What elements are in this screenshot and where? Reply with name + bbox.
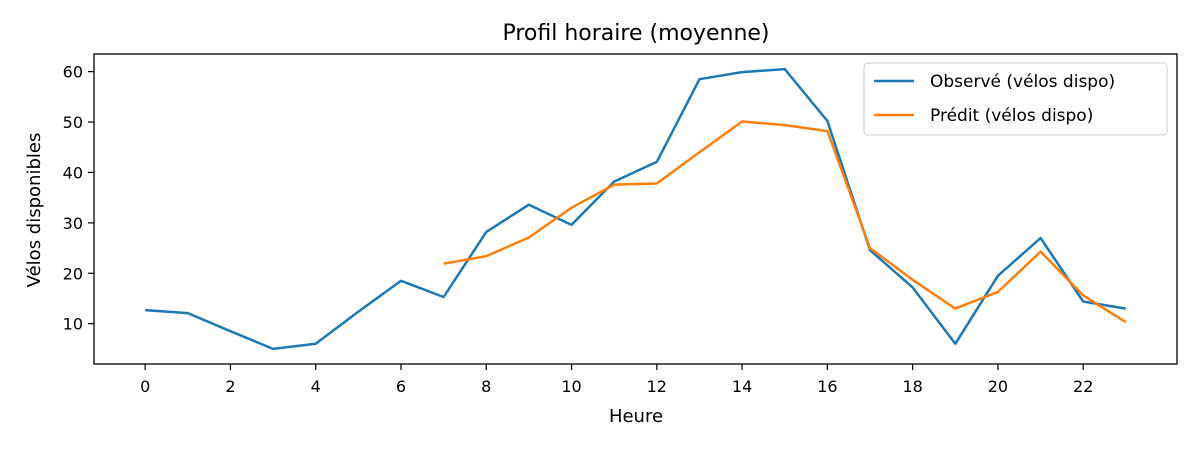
x-tick-label: 6	[396, 377, 406, 396]
y-tick-label: 10	[63, 315, 83, 334]
series-layer	[145, 67, 1127, 351]
legend: Observé (vélos dispo) Prédit (vélos disp…	[863, 62, 1168, 136]
legend-label-observe: Observé (vélos dispo)	[930, 72, 1115, 92]
legend-box	[863, 62, 1168, 136]
y-ticks: 10 20 30 40 50 60	[63, 63, 94, 334]
x-tick-label: 2	[225, 377, 235, 396]
x-tick-label: 0	[140, 377, 150, 396]
plot-frame	[93, 53, 1178, 365]
legend-label-predit: Prédit (vélos dispo)	[930, 106, 1093, 126]
x-tick-label: 16	[817, 377, 837, 396]
series-line-0	[145, 67, 1127, 351]
x-tick-label: 18	[902, 377, 922, 396]
chart-title: Profil horaire (moyenne)	[502, 21, 769, 46]
x-tick-label: 20	[988, 377, 1008, 396]
y-tick-label: 40	[63, 163, 83, 182]
x-axis-label: Heure	[609, 406, 663, 427]
y-axis-label: Vélos disponibles	[24, 133, 45, 288]
y-tick-label: 60	[63, 63, 83, 82]
y-tick-label: 20	[63, 264, 83, 283]
x-tick-label: 8	[481, 377, 491, 396]
x-tick-label: 4	[311, 377, 321, 396]
series-line-1	[443, 120, 1127, 324]
x-ticks: 0 2 4 6 8 10 12 14 16 18 20 22	[140, 364, 1093, 396]
x-tick-label: 10	[561, 377, 581, 396]
x-tick-label: 14	[732, 377, 752, 396]
x-tick-label: 22	[1073, 377, 1093, 396]
y-tick-label: 30	[63, 214, 83, 233]
y-tick-label: 50	[63, 113, 83, 132]
x-tick-label: 12	[647, 377, 667, 396]
